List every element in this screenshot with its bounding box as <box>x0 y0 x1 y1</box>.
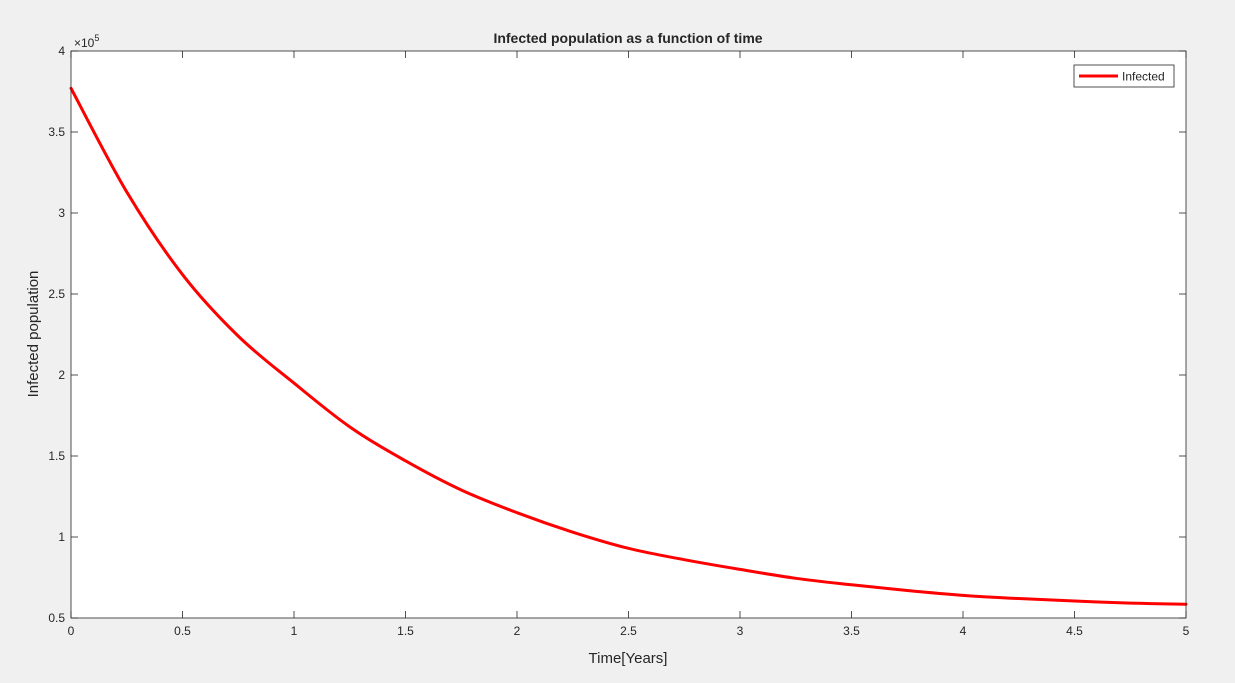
y-tick-label: 4 <box>58 44 65 58</box>
axes-layer: 0 0.5 1 1.5 2 2.5 3 3.5 4 4.5 50.511.522.533.54 <box>48 44 1189 638</box>
x-tick-label: 3.5 <box>843 624 860 638</box>
x-tick-label: 4.5 <box>1066 624 1083 638</box>
y-tick-label: 2 <box>58 368 65 382</box>
x-tick-label: 2.5 <box>620 624 637 638</box>
series-line-infected <box>69 86 1188 606</box>
y-tick-label: 3.5 <box>48 125 65 139</box>
x-tick-label: 0.5 <box>174 624 191 638</box>
x-tick-label: 1 <box>291 624 298 638</box>
x-axis-label: Time[Years] <box>589 650 668 667</box>
legend[interactable]: Infected <box>1073 64 1175 88</box>
y-tick-label: 0.5 <box>48 611 65 625</box>
x-tick-label: 2 <box>514 624 521 638</box>
legend-label: Infected <box>1122 70 1165 84</box>
y-exponent-power: 5 <box>94 33 99 43</box>
y-tick-label: 1.5 <box>48 449 65 463</box>
legend-box <box>1073 64 1175 88</box>
plot-area <box>71 51 1186 618</box>
x-tick-label: 1.5 <box>397 624 414 638</box>
y-exponent-label: ×105 <box>74 33 99 50</box>
x-tick-label: 0 <box>68 624 75 638</box>
y-tick-label: 1 <box>58 530 65 544</box>
y-tick-label: 2.5 <box>48 287 65 301</box>
plot-content <box>69 86 1188 606</box>
y-axis-label: Infected population <box>25 271 42 398</box>
x-tick-label: 5 <box>1183 624 1190 638</box>
x-tick-label: 4 <box>960 624 967 638</box>
x-tick-label: 3 <box>737 624 744 638</box>
y-exponent-base: ×10 <box>74 36 95 50</box>
y-tick-label: 3 <box>58 206 65 220</box>
chart-title: Infected population as a function of tim… <box>493 30 762 46</box>
